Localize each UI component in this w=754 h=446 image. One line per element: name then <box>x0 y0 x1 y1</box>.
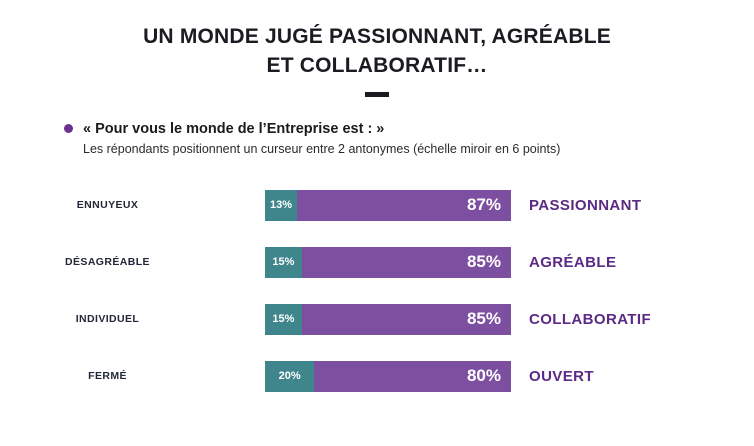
right-antonym-label: OUVERT <box>529 367 594 385</box>
bar-segment-right: 85% <box>301 303 511 335</box>
page-title-line-2: ET COLLABORATIF… <box>266 54 488 78</box>
bar-segment-left: 15% <box>265 303 302 335</box>
page-title: UN MONDE JUGÉ PASSIONNANT, AGRÉABLE ET C… <box>0 0 754 81</box>
left-antonym-label: DÉSAGRÉABLE <box>65 256 150 269</box>
bar-row: FERMÉ 20% 80% OUVERT <box>0 360 754 392</box>
segment-right-value: 85% <box>466 309 501 329</box>
question-heading: « Pour vous le monde de l’Entreprise est… <box>83 120 385 137</box>
bar-segment-right: 80% <box>314 360 511 392</box>
segment-right-value: 87% <box>466 195 501 215</box>
stacked-bar: 15% 85% <box>265 303 511 335</box>
bar-segment-left: 15% <box>265 246 302 278</box>
left-antonym-label: FERMÉ <box>88 370 127 383</box>
page-title-line-1: UN MONDE JUGÉ PASSIONNANT, AGRÉABLE <box>143 25 611 48</box>
right-antonym-label: AGRÉABLE <box>529 253 617 271</box>
stacked-bar: 13% 87% <box>265 189 511 221</box>
question-subheading: Les répondants positionnent un curseur e… <box>83 141 561 156</box>
bar-row: INDIVIDUEL 15% 85% COLLABORATIF <box>0 303 754 335</box>
segment-left-value: 13% <box>269 199 292 212</box>
stacked-bar: 20% 80% <box>265 360 511 392</box>
segment-left-value: 15% <box>272 313 295 326</box>
bar-row: DÉSAGRÉABLE 15% 85% AGRÉABLE <box>0 246 754 278</box>
left-antonym-label: INDIVIDUEL <box>75 313 140 326</box>
segment-left-value: 20% <box>278 370 301 383</box>
right-antonym-label: COLLABORATIF <box>529 310 652 328</box>
title-divider-dash <box>365 91 389 97</box>
stacked-bar: 15% 85% <box>265 246 511 278</box>
segment-left-value: 15% <box>272 256 295 269</box>
segment-right-value: 80% <box>466 366 501 386</box>
bar-segment-right: 87% <box>296 189 511 221</box>
bar-segment-left: 20% <box>265 360 315 392</box>
question-heading-row: « Pour vous le monde de l’Entreprise est… <box>64 121 754 137</box>
bar-segment-right: 85% <box>301 246 511 278</box>
right-antonym-label: PASSIONNANT <box>529 196 642 214</box>
left-antonym-label: ENNUYEUX <box>76 199 139 212</box>
question-block: « Pour vous le monde de l’Entreprise est… <box>64 121 754 156</box>
bullet-icon <box>64 124 73 134</box>
mirror-bar-chart: ENNUYEUX 13% 87% PASSIONNANT DÉSAGRÉABLE… <box>0 189 754 392</box>
bar-segment-left: 13% <box>265 189 297 221</box>
segment-right-value: 85% <box>466 252 501 272</box>
bar-row: ENNUYEUX 13% 87% PASSIONNANT <box>0 189 754 221</box>
